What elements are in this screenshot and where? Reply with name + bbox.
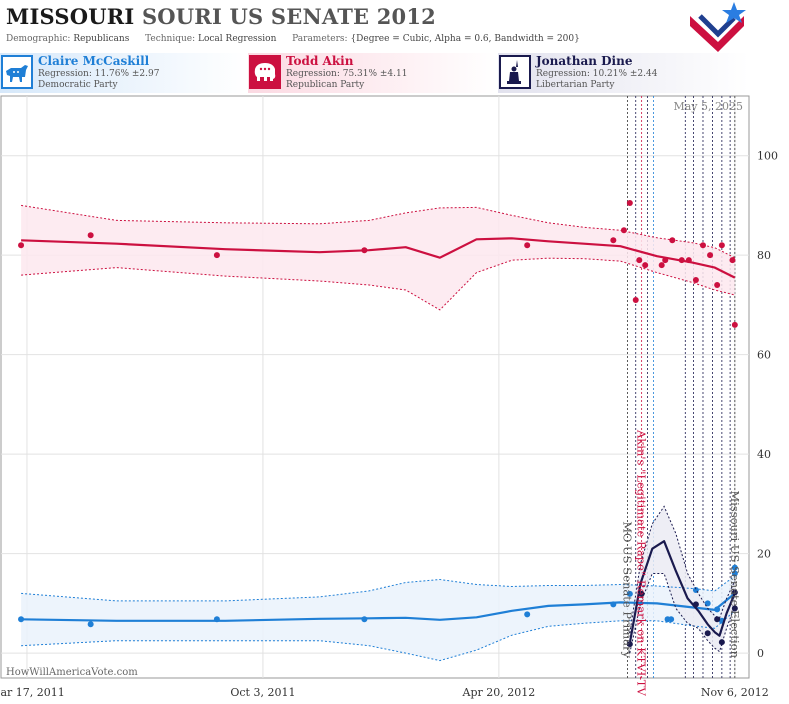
poll-point [714,282,721,289]
poll-point [361,247,368,254]
lower-bound-line [21,610,736,662]
poll-point [18,616,25,623]
confidence-band [629,506,735,654]
watermark: HowWillAmericaVote.com [6,667,138,678]
poll-point [626,199,633,206]
poll-point [213,252,220,259]
trend-line [21,237,736,279]
candidate-regression: Regression: 10.21% ±2.44 [536,69,658,79]
poll-point [718,639,725,646]
site-logo-icon[interactable] [688,2,748,52]
x-tick-label: Nov 6, 2012 [701,686,769,699]
poll-point [626,641,633,648]
poll-point [668,616,675,623]
donkey-icon [1,55,33,89]
parameters-label: Parameters: [292,34,348,44]
candidate-libertarian[interactable]: Jonathan Dine Regression: 10.21% ±2.44 L… [498,53,749,93]
chart-parameters: Demographic: Republicans Technique: Loca… [6,34,580,44]
candidate-party: Republican Party [286,80,365,90]
statue-of-liberty-icon [499,55,531,89]
poll-point [361,616,368,623]
candidate-name: Jonathan Dine [536,54,633,68]
poll-point [714,616,721,623]
y-tick-label: 20 [757,548,771,561]
poll-point [662,257,669,264]
candidate-democrat[interactable]: Claire McCaskill Regression: 11.76% ±2.9… [0,53,246,93]
x-tick-label: Apr 20, 2012 [462,686,536,699]
poll-point [704,630,711,637]
poll-point [524,242,531,249]
poll-point [610,601,617,608]
candidate-regression: Regression: 11.76% ±2.97 [38,69,160,79]
poll-point [610,237,617,244]
candidate-legend: Claire McCaskill Regression: 11.76% ±2.9… [0,53,749,93]
plot-area [0,95,750,679]
upper-bound-line [629,505,736,634]
poll-point [636,257,643,264]
poll-point [626,590,633,597]
poll-point [632,296,639,303]
header: MISSOURI SOURI US SENATE 2012 Demographi… [0,0,749,52]
x-tick-label: Mar 17, 2011 [0,686,65,699]
page-title: MISSOURI SOURI US SENATE 2012 [6,4,436,29]
event-annotation: Akin's "Legitimate Rape" Remark on KTVI-… [635,429,649,696]
demographic-value: Republicans [73,34,130,44]
poll-point [731,321,738,328]
technique-label: Technique: [145,34,196,44]
poll-point [213,616,220,623]
poll-point [729,257,736,264]
upper-bound-line [21,204,736,259]
poll-point [718,242,725,249]
demographic-label: Demographic: [6,34,71,44]
candidate-regression: Regression: 75.31% ±4.11 [286,69,408,79]
poll-point [731,564,738,571]
poll-point [714,606,721,613]
parameters-value: {Degree = Cubic, Alpha = 0.6, Bandwidth … [350,34,580,44]
lower-bound-line [629,573,736,654]
chart-date: May 5, 2025 [673,100,743,113]
lower-bound-line [21,257,735,311]
poll-point [658,262,665,269]
poll-point [692,601,699,608]
title-race: SOURI US SENATE 2012 [141,4,436,29]
poll-point [638,590,645,597]
poll-point [678,257,685,264]
event-annotation: Missouri US Senate Election [728,490,742,658]
candidate-party: Democratic Party [38,80,118,90]
poll-point [669,237,676,244]
poll-point [707,252,714,259]
poll-point [731,589,738,596]
poll-point [731,605,738,612]
poll-point [620,227,627,234]
elephant-icon [249,55,281,89]
confidence-band [21,205,735,310]
poll-point [18,242,25,249]
poll-point [692,277,699,284]
y-tick-label: 0 [757,647,764,660]
y-tick-label: 80 [757,249,771,262]
technique-value: Local Regression [198,34,277,44]
candidate-name: Todd Akin [286,54,354,68]
candidate-party: Libertarian Party [536,80,615,90]
poll-point [87,232,94,239]
poll-point [699,242,706,249]
title-state: MISSOURI [6,4,135,29]
y-tick-label: 40 [757,448,771,461]
y-tick-label: 100 [757,150,778,163]
candidate-republican[interactable]: Todd Akin Regression: 75.31% ±4.11 Repub… [248,53,496,93]
poll-point [704,600,711,607]
poll-point [87,621,94,628]
candidate-name: Claire McCaskill [38,54,150,68]
y-tick-label: 60 [757,349,771,362]
poll-point [731,570,738,577]
x-tick-label: Oct 3, 2011 [230,686,295,699]
poll-point [642,262,649,269]
poll-point [685,257,692,264]
poll-point [524,611,531,618]
event-annotation: MO US Senate Primary [620,521,634,658]
